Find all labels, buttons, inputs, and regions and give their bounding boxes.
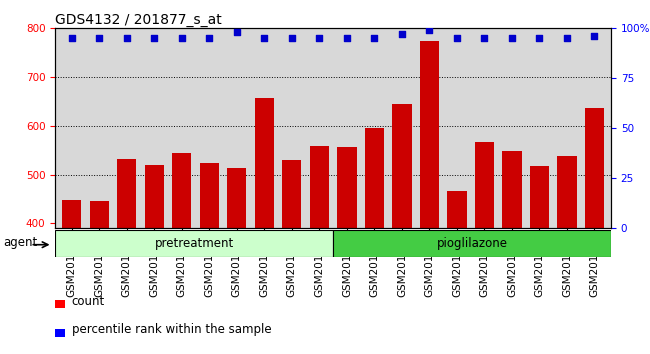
Bar bbox=[530, 166, 549, 228]
Bar bbox=[282, 160, 302, 228]
Point bbox=[396, 32, 407, 37]
Bar bbox=[365, 128, 384, 228]
Bar bbox=[200, 163, 219, 228]
Point bbox=[177, 35, 187, 41]
Point bbox=[314, 35, 324, 41]
Point bbox=[94, 35, 105, 41]
Text: GDS4132 / 201877_s_at: GDS4132 / 201877_s_at bbox=[55, 13, 222, 27]
Bar bbox=[55, 329, 65, 337]
Bar bbox=[55, 300, 65, 308]
Point bbox=[259, 35, 270, 41]
Point bbox=[66, 35, 77, 41]
Bar bbox=[172, 153, 192, 228]
Point bbox=[231, 29, 242, 35]
Point bbox=[122, 35, 132, 41]
Point bbox=[204, 35, 214, 41]
Point bbox=[149, 35, 159, 41]
Text: count: count bbox=[72, 296, 105, 308]
Point bbox=[507, 35, 517, 41]
Point bbox=[562, 35, 572, 41]
Bar bbox=[55, 230, 333, 257]
Bar bbox=[393, 104, 411, 228]
Bar bbox=[62, 200, 81, 228]
Bar bbox=[474, 142, 494, 228]
Point bbox=[452, 35, 462, 41]
Bar bbox=[310, 146, 329, 228]
Bar bbox=[420, 40, 439, 228]
Point bbox=[369, 35, 380, 41]
Bar bbox=[255, 98, 274, 228]
Text: percentile rank within the sample: percentile rank within the sample bbox=[72, 323, 271, 336]
Point bbox=[287, 35, 297, 41]
Bar bbox=[557, 156, 577, 228]
Bar bbox=[447, 191, 467, 228]
Bar bbox=[337, 147, 356, 228]
Point bbox=[424, 28, 435, 33]
Text: pretreatment: pretreatment bbox=[155, 237, 234, 250]
Point bbox=[534, 35, 545, 41]
Bar bbox=[502, 151, 521, 228]
Point bbox=[479, 35, 489, 41]
Text: pioglilazone: pioglilazone bbox=[437, 237, 508, 250]
Bar bbox=[333, 230, 611, 257]
Bar bbox=[145, 165, 164, 228]
Point bbox=[342, 35, 352, 41]
Bar bbox=[585, 108, 604, 228]
Bar bbox=[90, 201, 109, 228]
Bar bbox=[227, 169, 246, 228]
Point bbox=[590, 34, 600, 39]
Bar bbox=[117, 159, 136, 228]
Text: agent: agent bbox=[3, 235, 37, 249]
